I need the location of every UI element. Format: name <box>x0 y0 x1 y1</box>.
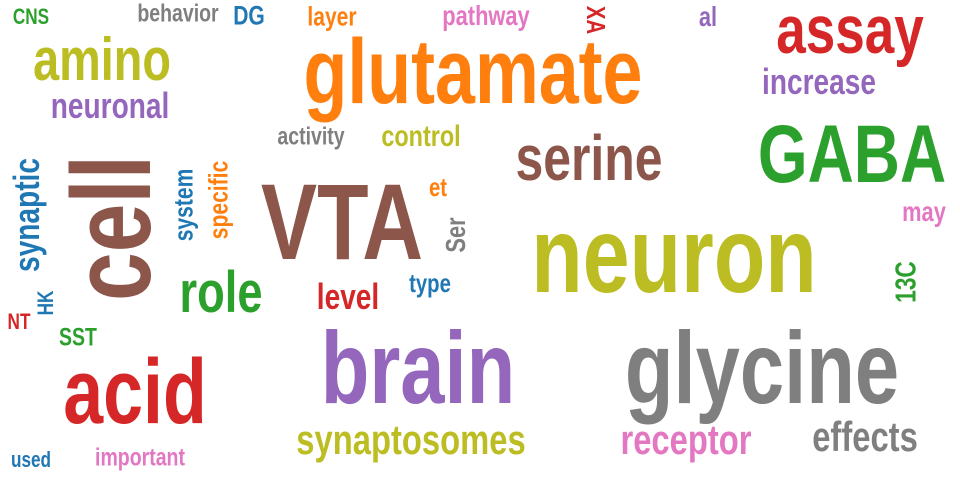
word-assay: assay <box>776 0 924 68</box>
word-sst: SST <box>59 323 97 352</box>
word-control: control <box>381 120 461 153</box>
word-system: system <box>168 168 199 242</box>
word-receptor: receptor <box>620 416 752 463</box>
word-serine: serine <box>515 122 663 194</box>
word-cns: CNS <box>12 4 50 29</box>
word-synaptosomes: synaptosomes <box>296 416 526 463</box>
word-effects: effects <box>812 413 918 460</box>
word-may: may <box>902 196 946 227</box>
word-pathway: pathway <box>442 0 530 31</box>
word-nt: NT <box>7 309 31 334</box>
word-activity: activity <box>277 122 345 151</box>
word-neuron: neuron <box>531 194 817 315</box>
word-layer: layer <box>307 1 357 32</box>
word-role: role <box>179 260 263 325</box>
word-brain: brain <box>320 311 516 425</box>
word-glycine: glycine <box>624 311 900 425</box>
word-dg: DG <box>233 0 265 31</box>
word-13c: 13C <box>890 261 923 303</box>
word-cell: cell <box>49 155 174 301</box>
word-increase: increase <box>762 61 876 102</box>
word-al: al <box>698 1 718 32</box>
word-type: type <box>409 268 451 298</box>
word-level: level <box>316 276 380 317</box>
word-behavior: behavior <box>137 0 219 28</box>
word-neuronal: neuronal <box>50 85 170 126</box>
word-xa: XA <box>581 5 611 35</box>
word-et: et <box>428 172 448 202</box>
word-important: important <box>95 443 185 472</box>
word-used: used <box>10 447 52 472</box>
word-acid: acid <box>63 341 207 443</box>
word-specific: specific <box>203 160 234 240</box>
word-ser: Ser <box>440 217 471 253</box>
word-vta: VTA <box>260 161 424 282</box>
word-hk: HK <box>33 290 58 316</box>
word-gaba: GABA <box>757 109 947 200</box>
word-glutamate: glutamate <box>303 21 643 123</box>
word-amino: amino <box>33 26 171 93</box>
word-synaptic: synaptic <box>6 158 47 272</box>
